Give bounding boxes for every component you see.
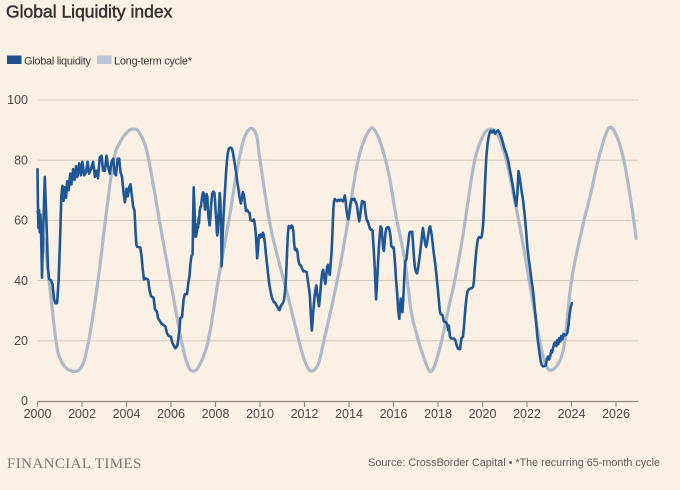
svg-text:20: 20 <box>14 334 28 348</box>
svg-text:80: 80 <box>14 153 28 167</box>
svg-text:2024: 2024 <box>558 407 586 421</box>
svg-text:2022: 2022 <box>513 407 541 421</box>
svg-text:Global Liquidity index: Global Liquidity index <box>6 2 173 22</box>
svg-text:Global liquidity: Global liquidity <box>24 56 92 68</box>
svg-text:2018: 2018 <box>424 407 452 421</box>
svg-text:2004: 2004 <box>113 407 141 421</box>
svg-text:60: 60 <box>14 214 28 228</box>
svg-text:40: 40 <box>14 274 28 288</box>
svg-text:2016: 2016 <box>380 407 408 421</box>
svg-text:2020: 2020 <box>469 407 497 421</box>
svg-text:2002: 2002 <box>68 407 96 421</box>
svg-text:2000: 2000 <box>24 407 52 421</box>
svg-text:Source: CrossBorder Capital •: Source: CrossBorder Capital • *The recur… <box>368 457 660 469</box>
svg-text:100: 100 <box>7 93 28 107</box>
svg-text:2008: 2008 <box>202 407 230 421</box>
svg-text:2014: 2014 <box>335 407 363 421</box>
svg-text:Long-term cycle*: Long-term cycle* <box>114 56 193 68</box>
svg-text:0: 0 <box>21 394 28 408</box>
svg-text:2026: 2026 <box>602 407 630 421</box>
svg-text:2010: 2010 <box>246 407 274 421</box>
svg-text:FINANCIAL TIMES: FINANCIAL TIMES <box>7 456 142 472</box>
svg-text:2012: 2012 <box>291 407 319 421</box>
svg-text:2006: 2006 <box>157 407 185 421</box>
